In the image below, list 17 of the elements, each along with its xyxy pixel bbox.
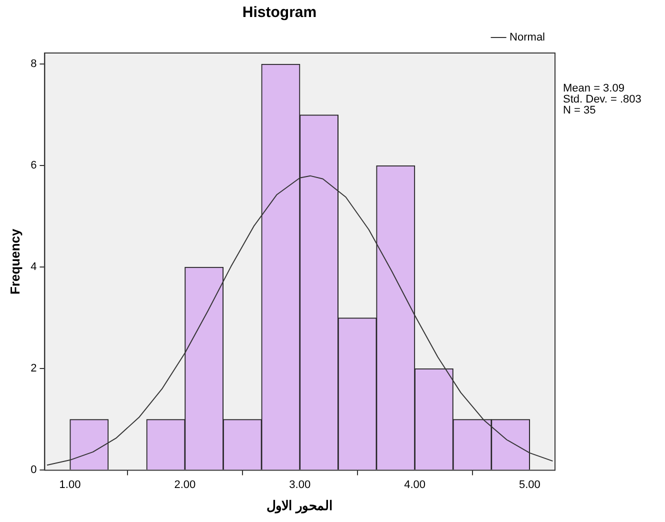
x-tick-label: 3.00 — [289, 478, 311, 491]
y-tick-label: 8 — [30, 58, 37, 70]
chart-title: Histogram — [242, 4, 317, 22]
y-axis-title: Frequency — [7, 228, 22, 294]
x-tick-label: 5.00 — [519, 478, 540, 491]
y-tick-label: 4 — [30, 261, 37, 274]
x-tick-label: 2.00 — [174, 478, 196, 491]
y-tick-label: 2 — [30, 362, 37, 375]
y-tick-label: 0 — [30, 464, 37, 476]
text: N = 35 — [563, 104, 596, 117]
legend-label: Normal — [510, 32, 546, 44]
y-tick-label: 6 — [30, 160, 37, 172]
text: Mean = 3.09 — [563, 82, 624, 95]
x-tick-label: 4.00 — [404, 478, 426, 491]
x-tick-label: 1.00 — [59, 478, 81, 491]
text: Std. Dev. = .803 — [563, 94, 642, 106]
x-axis-title: المحور الاول — [266, 498, 334, 514]
